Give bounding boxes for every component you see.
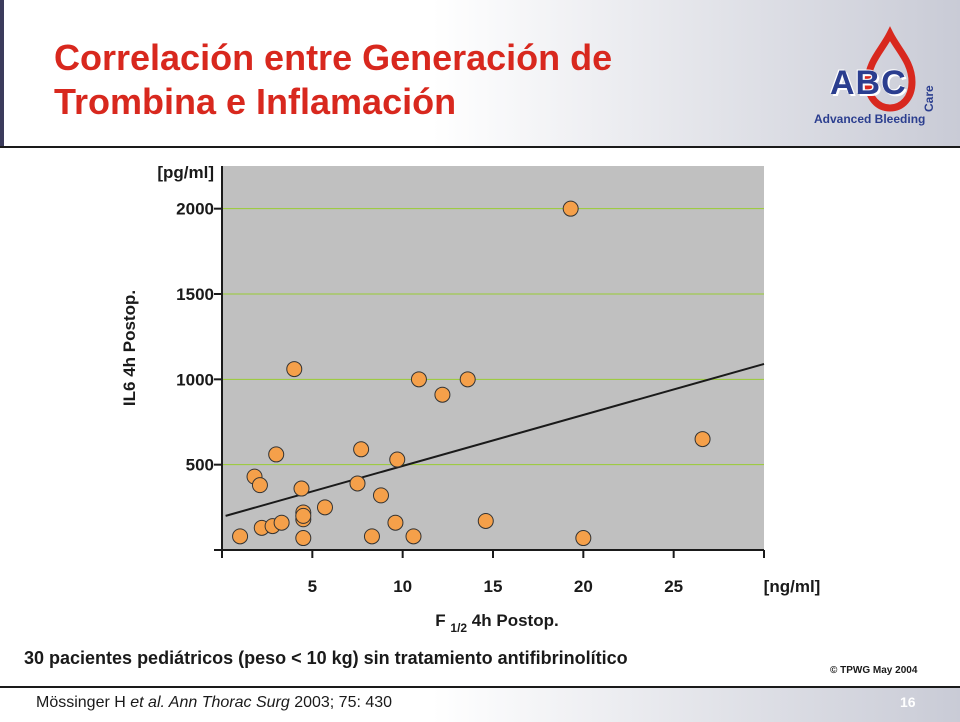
abc-care-logo: ABC Care Advanced Bleeding — [800, 20, 950, 130]
data-point-25 — [562, 200, 579, 217]
data-point-0 — [232, 528, 249, 545]
y-tick-label-500: 500 — [186, 456, 214, 475]
data-point-27 — [694, 431, 711, 448]
data-point-26 — [575, 530, 592, 547]
x-axis-title-sub: 1/2 — [450, 621, 467, 635]
data-point-18 — [387, 514, 404, 531]
x-tick-label-15: 15 — [484, 577, 503, 596]
y-tick-label-1500: 1500 — [176, 285, 214, 304]
data-point-12 — [295, 530, 312, 547]
blood-drop-icon — [864, 26, 916, 112]
data-point-5 — [268, 446, 285, 463]
data-point-21 — [410, 371, 427, 388]
data-point-6 — [273, 514, 290, 531]
citation-ref: 2003; 75: 430 — [289, 694, 393, 711]
data-point-8 — [293, 480, 310, 497]
y-unit-label: [pg/ml] — [157, 163, 214, 182]
data-point-2 — [251, 477, 268, 494]
data-point-15 — [353, 441, 370, 458]
data-point-17 — [372, 487, 389, 504]
logo-tagline: Advanced Bleeding — [814, 112, 926, 126]
x-axis-title-rest: 4h Postop. — [467, 611, 559, 630]
y-axis-title: IL6 4h Postop. — [120, 290, 139, 406]
y-tick-label-1000: 1000 — [176, 370, 214, 389]
x-axis-title: F 1/2 4h Postop. — [435, 611, 558, 635]
footer-band — [0, 686, 960, 722]
slide-title: Correlación entre Generación de Trombina… — [54, 37, 613, 122]
x-tick-label-10: 10 — [393, 577, 412, 596]
x-tick-label-5: 5 — [308, 577, 317, 596]
data-point-19 — [389, 451, 406, 468]
data-point-20 — [405, 528, 422, 545]
header-band — [0, 0, 960, 148]
data-point-14 — [349, 475, 366, 492]
x-axis-title-main: F — [435, 611, 450, 630]
citation-journal: et al. Ann Thorac Surg — [130, 694, 290, 711]
data-point-16 — [363, 528, 380, 545]
study-note: 30 pacientes pediátricos (peso < 10 kg) … — [24, 648, 628, 668]
copyright-text: © TPWG May 2004 — [830, 665, 918, 676]
x-unit-label: [ng/ml] — [764, 577, 821, 596]
logo-abc-text: ABC — [830, 64, 907, 102]
data-point-13 — [316, 499, 333, 516]
x-tick-label-20: 20 — [574, 577, 593, 596]
x-tick-label-25: 25 — [664, 577, 683, 596]
citation: Mössinger H et al. Ann Thorac Surg 2003;… — [36, 694, 392, 712]
page-number: 16 — [900, 694, 916, 710]
data-point-23 — [459, 371, 476, 388]
y-tick-label-2000: 2000 — [176, 200, 214, 219]
trend-line — [225, 363, 765, 517]
data-point-7 — [286, 361, 303, 378]
plot-area — [222, 166, 764, 550]
citation-author: Mössinger H — [36, 694, 131, 711]
data-point-11 — [295, 507, 312, 524]
data-point-24 — [477, 512, 494, 529]
data-point-22 — [434, 386, 451, 403]
